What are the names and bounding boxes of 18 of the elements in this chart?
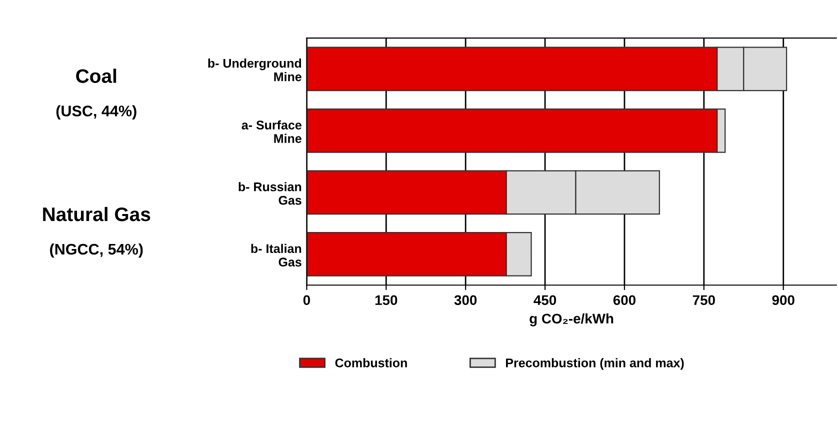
x-tick-label: 0 [303,295,310,306]
x-tick-label: 600 [613,295,636,306]
y-tick-label: b- Underground Mine [208,58,302,82]
x-tick-label: 750 [692,295,715,306]
y-tick-label: b- Italian Gas [251,244,302,267]
text: Natural Gas [43,206,150,222]
legend-label: Precombustion (min and max) [506,358,684,370]
text: (USC, 44%) [56,105,136,120]
x-axis-title: g CO₂-e/kWh [530,313,614,326]
y-tick-label: b- Russian Gas [238,182,302,205]
x-tick-label: 300 [454,295,477,306]
x-tick-label: 150 [375,295,398,306]
legend-label: Combustion [335,358,407,368]
y-tick-label: a- Surface Mine [242,120,302,143]
x-tick-label: 450 [534,295,556,306]
x-tick-label: 900 [772,295,794,306]
text: (NGCC, 54%) [50,243,143,258]
text: Coal [76,68,116,83]
